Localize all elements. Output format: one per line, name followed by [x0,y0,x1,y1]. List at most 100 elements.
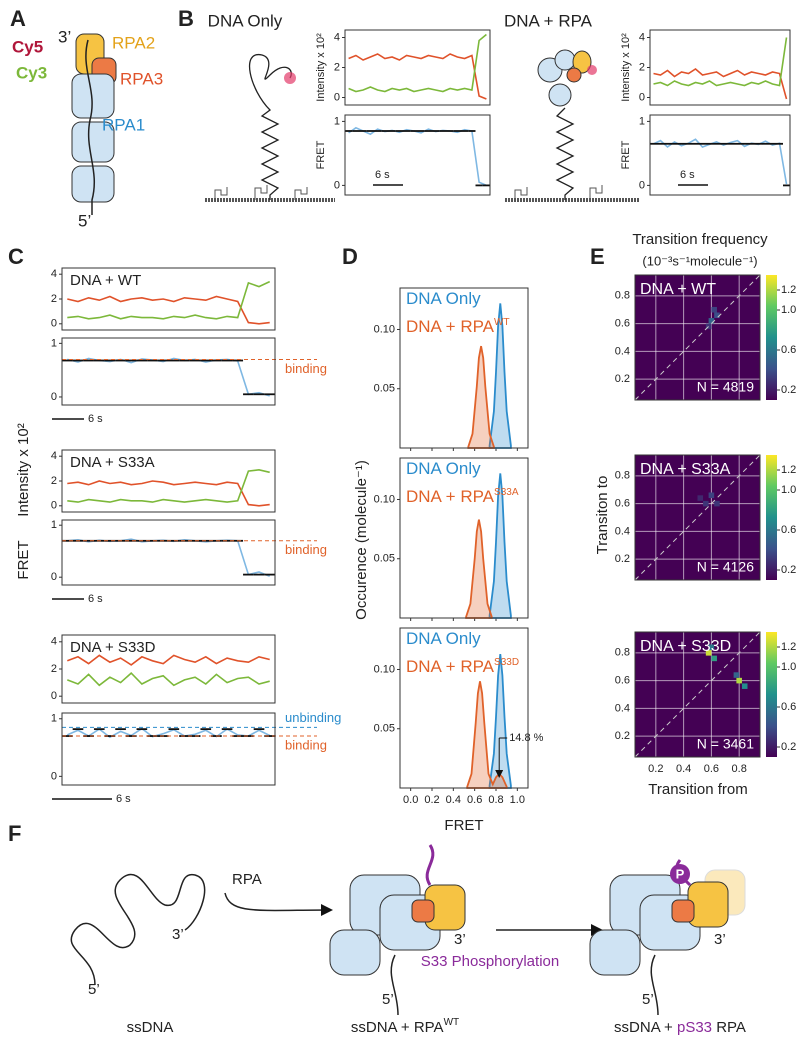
rpa3-shape [671,899,695,923]
reference-label: binding [285,361,327,376]
label-5prime: 5’ [382,991,394,1008]
y-tick-label: 0.8 [615,290,630,302]
y-tick-label: 0.05 [374,723,395,735]
trace [66,727,271,739]
plot-frame [61,634,276,704]
colorbar-tick-label: 1.2 [781,464,796,476]
y-tick-label: 0.05 [374,553,395,565]
rpa1-shape [71,73,115,119]
panel-label: D [342,244,358,269]
y-axis-label: Occurence (molecule⁻¹) [353,460,370,620]
heatmap-label: DNA + S33D [640,638,731,655]
label-3prime: 3’ [454,931,466,948]
density-area [467,345,495,449]
panel-b-title: DNA Only [208,11,283,30]
plot-frame [634,274,761,401]
n-terminus [425,844,435,886]
label-phosphorylation: S33 Phosphorylation [421,953,559,970]
panel-label: B [178,6,194,31]
label-rpa: RPA [232,871,262,888]
y-axis-label: Intensity x 10² [620,33,632,102]
label-rpa2: RPA2 [112,33,155,52]
x-axis-label: FRET [444,817,483,834]
legend-sup: S33A [494,487,519,498]
scale-bar-label: 6 s [116,793,131,805]
dye [284,72,296,84]
colorbar-tick-label: 0.2 [781,741,796,753]
legend-text: DNA Only [406,629,481,648]
x-tick-label: 0.8 [732,763,747,775]
y-axis-label: Intensity x 10² [15,423,32,516]
label-cy5: Cy5 [12,37,43,56]
label-text: RPA [712,1019,746,1036]
heatmap-n: N = 4819 [697,379,754,395]
chart: 0 1 binding 6 s [51,337,327,425]
chart: 0.05 0.10 DNA Only DNA + RPAWT [374,287,529,451]
trace [67,295,270,325]
heatmap-cell [711,306,717,313]
panel-e-title: Transition frequency [632,231,768,248]
label-sup: WT [444,1017,460,1028]
label-text: ssDNA + RPA [351,1019,444,1036]
legend-entry: DNA + RPAWT [406,317,510,337]
plot-frame [649,114,791,196]
legend-sup: WT [494,317,510,328]
y-tick-label: 0.05 [374,383,395,395]
rpa1-shape [329,929,381,976]
y-tick-label: 0 [51,318,57,330]
rpa-blob [548,83,572,107]
reference-label: unbinding [285,710,341,725]
heatmap-cell [705,650,712,656]
ssdna-strand [390,954,399,1016]
y-tick-label: 0.6 [615,675,630,687]
rpa-complex [329,844,466,1016]
label-ssdna: ssDNA [127,1019,174,1036]
x-tick-label: 0.6 [704,763,719,775]
heatmap-cell [714,500,720,507]
plot-frame [399,457,529,619]
colorbar-tick-label: 0.2 [781,384,796,396]
heatmap-cell [705,323,712,330]
label-5prime: 5’ [88,981,100,998]
diagonal [634,454,761,581]
y-tick-label: 2 [51,475,57,487]
chart-title: DNA + WT [70,272,141,289]
trace [653,37,788,87]
y-tick-label: 1 [51,713,57,725]
panel-b-title: DNA + RPA [504,11,593,30]
plot-frame [344,29,491,106]
label-rpa3: RPA3 [120,69,163,88]
chart: 0.2 0.4 0.6 0.8 DNA + S33A N = 4126 0.2 0.6 1.0 1… [615,454,796,581]
x-tick-label: 0.8 [488,794,503,806]
chart-title: DNA + S33A [70,454,155,471]
scale-bar-label: 6 s [375,169,390,181]
y-tick-label: 0.10 [374,323,395,335]
heatmap-n: N = 3461 [697,736,754,752]
chart: 0 2 4 Intensity x 10² [620,29,791,106]
label-3prime: 3’ [172,926,184,943]
y-tick-label: 2 [51,293,57,305]
dna-helix [248,54,292,200]
rpa-blob [554,49,576,71]
heatmap-cell [708,492,715,499]
reference-label: binding [285,737,327,752]
y-tick-label: 0 [51,571,57,583]
label-ssdna-prpa: ssDNA + pS33 RPA [614,1019,746,1036]
y-tick-label: 0.2 [615,373,630,385]
phospho-circle [670,864,690,884]
y-tick-label: 0.2 [615,553,630,565]
colorbar-tick-label: 0.6 [781,344,796,356]
chart-title: DNA + S33D [70,639,156,656]
y-tick-label: 2 [334,61,340,73]
colorbar-tick-label: 0.6 [781,524,796,536]
y-tick-label: 0.2 [615,730,630,742]
chart: 0 2 4 DNA + S33A [51,449,276,513]
plot-frame [399,287,529,449]
chart: 0.2 0.4 0.6 0.8 DNA + WT N = 4819 0.2 0.6 1.0 1.2 [615,274,796,401]
y-tick-label: 0.4 [615,345,630,357]
y-axis-label: FRET [15,540,32,579]
y-tick-label: 0 [51,391,57,403]
label-3prime: 3’ [58,27,71,46]
x-axis-label: Transition from [648,781,747,798]
